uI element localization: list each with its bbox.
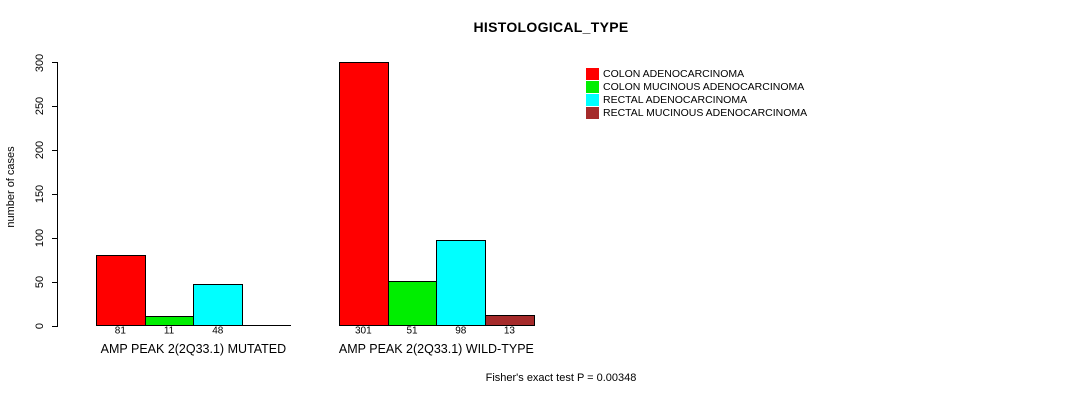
- bar-colon-adenocarcinoma: [339, 61, 389, 326]
- y-axis-tick-label: 150: [34, 185, 46, 204]
- bar-colon-adenocarcinoma: [96, 254, 146, 326]
- legend-swatch-icon: [586, 67, 599, 80]
- bar-rectal-adenocarcinoma: [193, 283, 244, 326]
- bar-colon-mucinous-adenocarcinoma: [387, 281, 438, 326]
- y-axis-tick-label: 100: [34, 228, 46, 248]
- y-axis-tick: [51, 237, 58, 239]
- chart-title: HISTOLOGICAL_TYPE: [473, 19, 629, 35]
- pvalue-annotation: Fisher's exact test P = 0.00348: [485, 372, 637, 384]
- bar-value-label: 301: [355, 325, 372, 337]
- y-axis-tick-label: 0: [34, 322, 46, 330]
- legend-label: COLON MUCINOUS ADENOCARCINOMA: [603, 80, 805, 93]
- bar-value-label: 11: [163, 325, 175, 337]
- y-axis-tick-label: 50: [34, 275, 46, 289]
- bar-value-label: 48: [212, 325, 224, 337]
- y-axis-tick: [51, 105, 58, 107]
- bar-value-label: 13: [503, 325, 515, 337]
- y-axis-tick: [51, 193, 58, 195]
- y-axis-tick-label: 250: [34, 97, 46, 116]
- bar-value-label: 51: [406, 325, 418, 337]
- y-axis-tick-label: 300: [34, 53, 46, 72]
- y-axis-tick-label: 200: [34, 141, 46, 160]
- x-axis-group-label: AMP PEAK 2(2Q33.1) WILD-TYPE: [338, 342, 534, 356]
- y-axis-tick: [51, 62, 58, 63]
- bar-value-label: 98: [455, 325, 467, 337]
- legend-swatch-icon: [586, 93, 599, 106]
- legend-label: COLON ADENOCARCINOMA: [603, 67, 745, 80]
- bar-rectal-adenocarcinoma: [436, 239, 487, 326]
- legend-label: RECTAL ADENOCARCINOMA: [603, 93, 748, 106]
- bar-rectal-mucinous-adenocarcinoma: [485, 314, 535, 326]
- y-axis-line: [57, 62, 58, 326]
- y-axis-tick: [51, 149, 58, 151]
- y-axis-tick: [51, 325, 58, 327]
- bar-value-label: 81: [114, 325, 126, 337]
- y-axis-title: number of cases: [5, 146, 17, 228]
- legend-label: RECTAL MUCINOUS ADENOCARCINOMA: [603, 107, 808, 120]
- y-axis-tick: [51, 281, 58, 283]
- x-axis-group-label: AMP PEAK 2(2Q33.1) MUTATED: [100, 342, 287, 356]
- legend-swatch-icon: [586, 80, 599, 93]
- legend-swatch-icon: [586, 107, 599, 120]
